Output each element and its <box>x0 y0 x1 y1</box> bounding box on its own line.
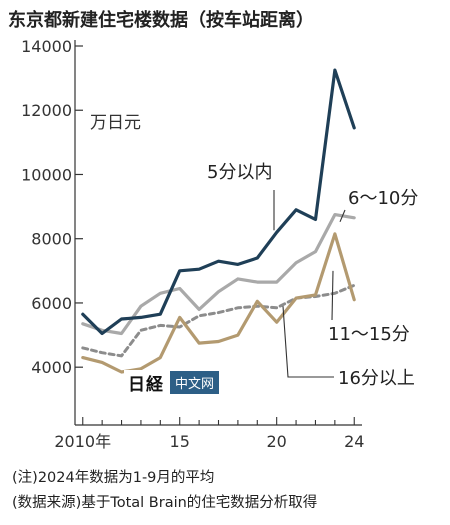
series-lines <box>81 68 356 374</box>
watermark-badge: 中文网 <box>170 371 220 394</box>
axes: 4000 6000 8000 10000 12000 14000 2010年 15 20 24 <box>21 37 364 451</box>
note-source: (数据来源)基于Total Brain的住宅数据分析取得 <box>12 495 318 511</box>
series-label-0: 5分以内 <box>207 162 272 183</box>
y-tick-label: 6000 <box>31 294 72 313</box>
series-label-1: 6～10分 <box>348 188 418 209</box>
y-tick-label: 4000 <box>31 358 72 377</box>
chart-title: 东京都新建住宅楼数据（按车站距离） <box>8 10 314 31</box>
x-tick-label: 2010年 <box>54 432 111 451</box>
watermark: 日経 中文网 <box>124 370 220 395</box>
y-tick-label: 14000 <box>21 37 72 56</box>
label-leader-2 <box>331 270 334 321</box>
series-label-3: 16分以上 <box>338 368 415 389</box>
y-unit-label: 万日元 <box>90 113 141 133</box>
x-tick-label: 24 <box>344 432 364 451</box>
label-leader-3 <box>282 306 334 378</box>
x-tick-label: 20 <box>266 432 286 451</box>
line-chart: 4000 6000 8000 10000 12000 14000 2010年 15 20 24 5… <box>21 37 418 451</box>
y-tick-label: 12000 <box>21 101 72 120</box>
series-line-1 <box>81 213 356 336</box>
x-tick-label: 15 <box>170 432 190 451</box>
series-label-2: 11～15分 <box>328 324 410 345</box>
y-tick-label: 8000 <box>31 230 72 249</box>
y-tick-label: 10000 <box>21 165 72 184</box>
label-leader-1 <box>339 209 346 223</box>
watermark-logo: 日経 <box>124 370 168 395</box>
note-footnote: (注)2024年数据为1-9月的平均 <box>12 470 215 486</box>
series-labels: 5分以内 6～10分 11～15分 16分以上 <box>207 162 418 389</box>
series-line-0 <box>81 68 356 336</box>
